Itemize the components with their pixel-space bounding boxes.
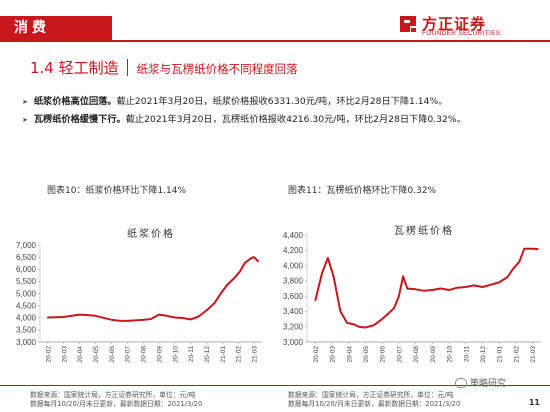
pulp-price-chart: 纸浆价格 3,000 3,500 4,000 4,500 5,000 5,500 6,000 6… <box>16 227 262 363</box>
bullet-pulp: ➤ 纸浆价格高位回落。截止2021年3月20日，纸浆价格报收6331.30元/吨，… <box>22 93 447 107</box>
x-tick-label: 21-01 <box>220 346 227 363</box>
corrugated-price-chart: 瓦楞纸价格 3,000 3,200 3,400 3,600 3,800 4,000 4,200… <box>283 224 541 363</box>
x-tick-label: 20-11 <box>188 346 195 363</box>
y-tick-label: 3,500 <box>16 326 37 335</box>
brand-logo: 方正证券 FOUNDER SECURITIES <box>398 14 538 42</box>
series-line <box>46 256 259 322</box>
bullet-arrow-icon: ➤ <box>22 98 28 106</box>
y-tick-label: 6,500 <box>16 253 37 262</box>
logo-mark-icon <box>400 16 416 32</box>
x-tick-label: 20-04 <box>77 346 84 363</box>
x-tick-label: 20-10 <box>447 346 454 363</box>
x-tick-label: 20-08 <box>413 346 420 363</box>
y-tick-label: 7,000 <box>16 241 37 250</box>
x-tick-label: 21-01 <box>497 346 504 363</box>
x-tick-label: 20-03 <box>61 346 68 363</box>
logo-english: FOUNDER SECURITIES <box>422 30 501 37</box>
x-tick-label: 20-08 <box>141 346 148 363</box>
x-tick-label: 20-05 <box>93 346 100 363</box>
watermark-text: 策略研究 <box>470 379 507 389</box>
x-tick-label: 20-09 <box>156 346 163 363</box>
y-tick-label: 3,000 <box>16 338 37 347</box>
x-tick-label: 20-07 <box>396 346 403 363</box>
x-tick-label: 21-03 <box>530 346 537 363</box>
y-tick-label: 4,200 <box>283 246 304 255</box>
y-tick-label: 4,000 <box>283 261 304 270</box>
x-tick-label: 21-03 <box>252 346 259 363</box>
x-tick-label: 20-09 <box>430 346 437 363</box>
chart-title: 瓦楞纸价格 <box>394 224 454 237</box>
y-tick-label: 5,500 <box>16 277 37 286</box>
bullet-text: 截止2021年3月20日，纸浆价格报收6331.30元/吨，环比2月28日下降1… <box>116 96 448 107</box>
bullet-text: 截止2021年3月20日，瓦楞纸价格报收4216.30元/吨，环比2月28日下降… <box>125 114 466 125</box>
y-tick-label: 5,000 <box>16 289 37 298</box>
heading-number: 1.4 轻工制造 <box>30 59 119 77</box>
source-right-line1: 数据来源：国家统计局，方正证券研究所，单位：元/吨 <box>288 391 454 399</box>
chart-title: 纸浆价格 <box>127 227 175 240</box>
x-tick-label: 20-02 <box>45 346 52 363</box>
figure-10-label: 图表10：纸浆价格环比下降1.14% <box>47 186 187 196</box>
x-tick-label: 21-02 <box>236 346 243 363</box>
y-tick-label: 3,600 <box>283 292 304 301</box>
series-line <box>314 247 539 329</box>
section-heading: 1.4 轻工制造 纸浆与瓦楞纸价格不同程度回落 <box>30 57 298 81</box>
footer-divider <box>0 385 550 386</box>
bullet-bold: 瓦楞纸价格缓慢下行。 <box>33 114 126 125</box>
heading-separator <box>126 59 128 76</box>
source-right-line2: 数据每月10/20/月末日更新，最新数据日期：2021/3/20 <box>288 400 461 408</box>
x-tick-label: 20-10 <box>172 346 179 363</box>
section-tag: 消费 <box>0 16 112 40</box>
y-tick-label: 3,200 <box>283 323 304 332</box>
y-tick-label: 4,400 <box>283 231 304 240</box>
page-number: 11 <box>528 398 540 407</box>
x-tick-label: 20-02 <box>313 346 320 363</box>
logo-name: 方正证券 <box>422 15 487 33</box>
x-tick-label: 21-02 <box>513 346 520 363</box>
wechat-watermark: 策略研究 <box>455 376 506 389</box>
y-tick-label: 6,000 <box>16 265 37 274</box>
y-tick-label: 4,500 <box>16 301 37 310</box>
x-tick-label: 20-06 <box>109 346 116 363</box>
x-tick-label: 20-05 <box>363 346 370 363</box>
bullet-bold: 纸浆价格高位回落。 <box>33 96 117 107</box>
figure-11-label: 图表11：瓦楞纸价格环比下降0.32% <box>288 186 437 196</box>
x-tick-label: 20-03 <box>330 346 337 363</box>
x-tick-label: 20-12 <box>204 346 211 363</box>
y-tick-label: 4,000 <box>16 314 37 323</box>
source-left-line2: 数据每月10/20/月末日更新，最新数据日期：2021/3/20 <box>30 400 203 408</box>
y-tick-label: 3,800 <box>283 277 304 286</box>
x-tick-label: 20-04 <box>346 346 353 363</box>
header-divider <box>0 40 550 42</box>
bullet-corrugated: ➤ 瓦楞纸价格缓慢下行。截止2021年3月20日，瓦楞纸价格报收4216.30元/… <box>22 111 466 125</box>
x-tick-label: 20-07 <box>125 346 132 363</box>
x-tick-label: 20-06 <box>380 346 387 363</box>
wechat-icon <box>455 377 467 388</box>
x-tick-label: 20-12 <box>480 346 487 363</box>
y-tick-label: 3,400 <box>283 307 304 316</box>
bullet-arrow-icon: ➤ <box>22 116 28 124</box>
source-left-line1: 数据来源：国家统计局，方正证券研究所，单位：元/吨 <box>30 391 196 399</box>
x-tick-label: 20-11 <box>463 346 470 363</box>
heading-subtitle: 纸浆与瓦楞纸价格不同程度回落 <box>136 62 298 76</box>
y-tick-label: 3,000 <box>283 338 304 347</box>
